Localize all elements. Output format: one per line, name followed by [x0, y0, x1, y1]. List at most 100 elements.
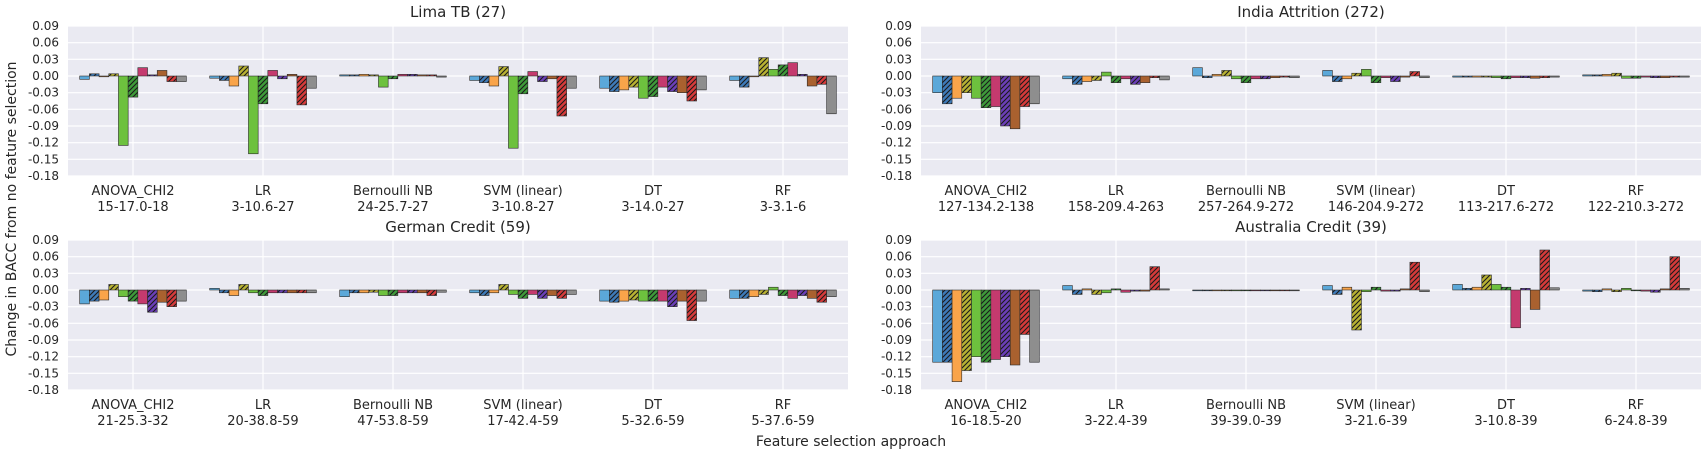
bar [787, 289, 798, 299]
bar [349, 74, 360, 77]
bar [166, 75, 177, 82]
bar [358, 74, 370, 77]
bar [137, 289, 148, 305]
bar [1481, 274, 1492, 291]
y-tick-label: 0.00 [32, 283, 59, 297]
bar [1539, 249, 1550, 291]
bar [1679, 288, 1690, 291]
bar [1640, 289, 1651, 292]
x-tick-label: Bernoulli NB [1206, 184, 1286, 199]
bar [787, 62, 798, 77]
y-tick-label: -0.15 [881, 366, 912, 380]
bar [1361, 289, 1372, 292]
bar [156, 289, 168, 303]
bar [1582, 289, 1593, 292]
bar [1192, 289, 1203, 292]
y-tick-label: -0.03 [881, 86, 912, 100]
bar [951, 289, 963, 382]
bar [1221, 70, 1232, 77]
bar [739, 75, 750, 88]
bar [806, 75, 818, 87]
x-tick-label: ANOVA_CHI2 [91, 398, 174, 413]
bar [1452, 284, 1463, 291]
bar [1529, 75, 1541, 79]
y-tick-label: 0.09 [885, 19, 912, 33]
bar [98, 289, 110, 301]
bar [1582, 74, 1593, 77]
bar [1081, 75, 1093, 82]
y-tick-label: -0.15 [28, 366, 59, 380]
bar [618, 289, 630, 302]
bar [228, 75, 240, 87]
bar [1380, 75, 1391, 78]
x-tick-label: RF [775, 184, 792, 199]
bar [498, 66, 509, 77]
bar [696, 75, 707, 91]
bar [951, 75, 963, 99]
y-tick-label: -0.12 [28, 350, 59, 364]
bar [980, 75, 992, 108]
x-tick-label: LR [1108, 184, 1124, 199]
bar [1390, 289, 1401, 292]
y-tick-label: 0.00 [885, 283, 912, 297]
bar [1471, 75, 1483, 78]
x-tick-sublabel: 3-14.0-27 [621, 200, 684, 215]
bar [267, 70, 278, 77]
bar [1289, 289, 1300, 292]
bar [508, 289, 519, 295]
bar [1592, 289, 1603, 292]
x-tick-label: DT [1497, 184, 1515, 199]
bar [79, 289, 90, 305]
bar [469, 289, 480, 294]
bar [1019, 75, 1030, 107]
bar [137, 67, 148, 77]
bar [1351, 72, 1362, 77]
x-tick-sublabel: 20-38.8-59 [227, 414, 298, 429]
x-tick-label: Bernoulli NB [353, 398, 433, 413]
bar [1481, 75, 1492, 78]
plot-area [68, 26, 848, 176]
x-tick-label: RF [775, 398, 792, 413]
x-tick-label: RF [1628, 398, 1645, 413]
x-tick-sublabel: 257-264.9-272 [1198, 200, 1294, 215]
bar [638, 289, 649, 302]
x-tick-label: SVM (linear) [483, 398, 562, 413]
bar [758, 57, 769, 77]
x-tick-label: LR [255, 184, 271, 199]
y-tick-label: -0.06 [881, 316, 912, 330]
bar [1500, 75, 1512, 80]
bar [566, 75, 577, 89]
bar [1462, 288, 1473, 291]
bar [609, 75, 620, 92]
x-tick-label: DT [644, 398, 662, 413]
bar [469, 75, 480, 81]
y-tick-label: 0.00 [885, 69, 912, 83]
bar [488, 289, 500, 294]
bar [537, 289, 548, 299]
bar [971, 289, 982, 357]
bar [768, 286, 779, 291]
y-tick-label: -0.12 [881, 350, 912, 364]
bar [1091, 75, 1102, 81]
y-tick-label: 0.03 [885, 266, 912, 280]
bar [961, 289, 972, 371]
y-tick-label: -0.09 [881, 119, 912, 133]
bar [1130, 75, 1141, 85]
bar [657, 289, 668, 302]
subplot-title: India Attrition (272) [1237, 3, 1385, 21]
x-tick-sublabel: 5-32.6-59 [621, 414, 684, 429]
y-axis-label: Change in BACC from no feature selection [4, 61, 20, 356]
subplot-title: Lima TB (27) [410, 3, 506, 21]
bar [267, 289, 278, 294]
bar [416, 289, 428, 294]
y-tick-label: 0.09 [885, 233, 912, 247]
x-tick-sublabel: 24-25.7-27 [357, 200, 428, 215]
bar [1322, 285, 1333, 291]
x-tick-label: DT [644, 184, 662, 199]
plot-area [921, 26, 1701, 176]
bar [1659, 288, 1671, 291]
bar [797, 74, 808, 77]
bar [1341, 286, 1353, 291]
bar [209, 75, 220, 79]
bar [1529, 289, 1541, 310]
